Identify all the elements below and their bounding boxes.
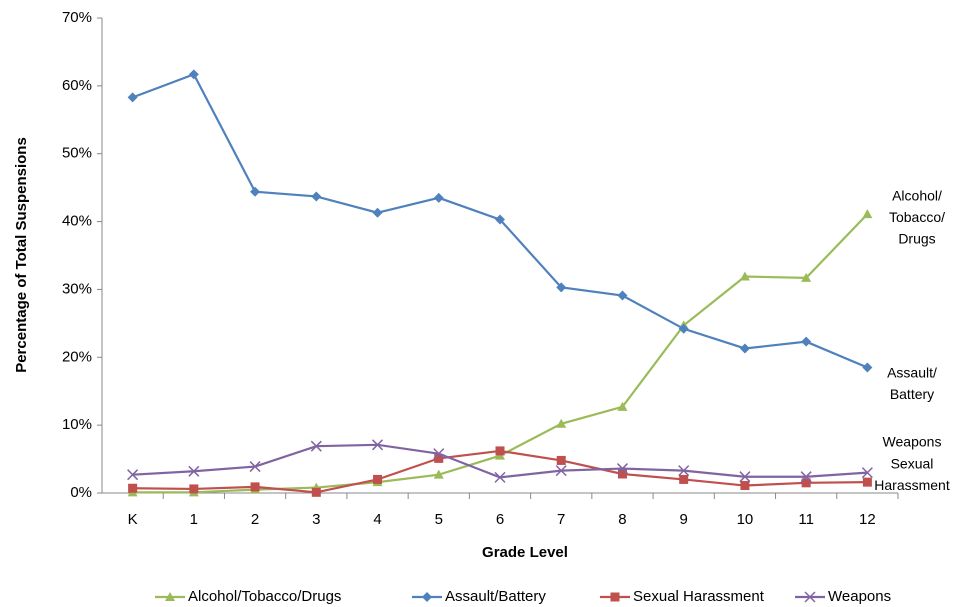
data-point [495,214,505,225]
data-point [311,191,322,202]
data-point [617,401,628,411]
data-point [433,192,444,203]
x-tick-label: 8 [618,511,626,528]
data-point [372,207,383,218]
data-point [678,465,690,477]
data-point [556,418,567,428]
x-tick-label: 4 [373,511,381,528]
data-point [373,474,383,484]
data-point [800,471,812,483]
y-tick-label: 30% [62,280,92,297]
data-point [189,484,199,494]
data-point [188,465,200,477]
data-point [862,477,872,487]
data-point [127,469,139,481]
data-point [801,272,812,282]
x-tick-label: 6 [496,511,504,528]
data-point [862,209,873,219]
legend-label: Assault/Battery [445,588,546,605]
y-tick-label: 70% [62,9,92,26]
data-point [740,481,750,491]
x-tick-label: 5 [435,511,443,528]
x-tick-label: 1 [190,511,198,528]
legend-label: Alcohol/Tobacco/Drugs [188,588,341,605]
data-point [250,482,260,492]
legend-marker [610,592,620,602]
y-tick-label: 10% [62,416,92,433]
legend-label: Weapons [828,588,891,605]
y-axis-title: Percentage of Total Suspensions [13,137,30,373]
data-point [249,461,261,473]
data-point [433,448,445,460]
data-point [311,487,321,497]
data-point [372,439,384,451]
y-tick-label: 0% [70,484,92,501]
legend-marker [422,592,432,602]
y-tick-label: 50% [62,145,92,162]
annotation: Sexual [891,456,934,472]
data-point [494,471,506,483]
x-tick-label: 10 [737,511,754,528]
x-tick-label: 11 [798,511,814,528]
x-tick-label: 12 [859,511,876,528]
annotation: Tobacco/ [889,209,945,225]
data-point [434,453,444,463]
annotation: Harassment [874,477,950,493]
annotation: Drugs [898,231,935,247]
data-point [556,282,567,293]
data-point [555,465,567,477]
data-point [801,336,812,347]
x-axis-title: Grade Level [482,544,568,561]
data-point [617,290,628,301]
x-tick-label: 7 [557,511,565,528]
annotation: Weapons [883,434,942,450]
data-point [861,467,873,479]
data-point [617,469,627,479]
data-point [310,440,322,452]
legend-marker [165,592,175,601]
annotation: Assault/ [887,365,937,381]
data-point [862,362,873,373]
x-tick-label: 9 [680,511,688,528]
data-point [128,483,138,493]
data-point [127,92,138,103]
annotation: Battery [890,386,934,402]
data-point [250,186,261,197]
x-tick-label: 2 [251,511,259,528]
data-point [433,469,444,479]
data-point [188,69,199,80]
legend-label: Sexual Harassment [633,588,765,605]
x-tick-label: 3 [312,511,320,528]
data-point [739,471,751,483]
y-tick-label: 60% [62,77,92,94]
y-tick-label: 40% [62,213,92,230]
data-point [678,323,689,334]
x-tick-label: K [128,511,138,528]
data-point [556,455,566,465]
y-tick-label: 20% [62,348,92,365]
data-point [739,271,750,281]
data-point [801,478,811,488]
legend-marker [804,591,816,603]
annotation: Alcohol/ [892,188,942,204]
data-point [616,463,628,475]
data-point [739,343,750,354]
data-point [679,474,689,484]
data-point [495,446,505,456]
